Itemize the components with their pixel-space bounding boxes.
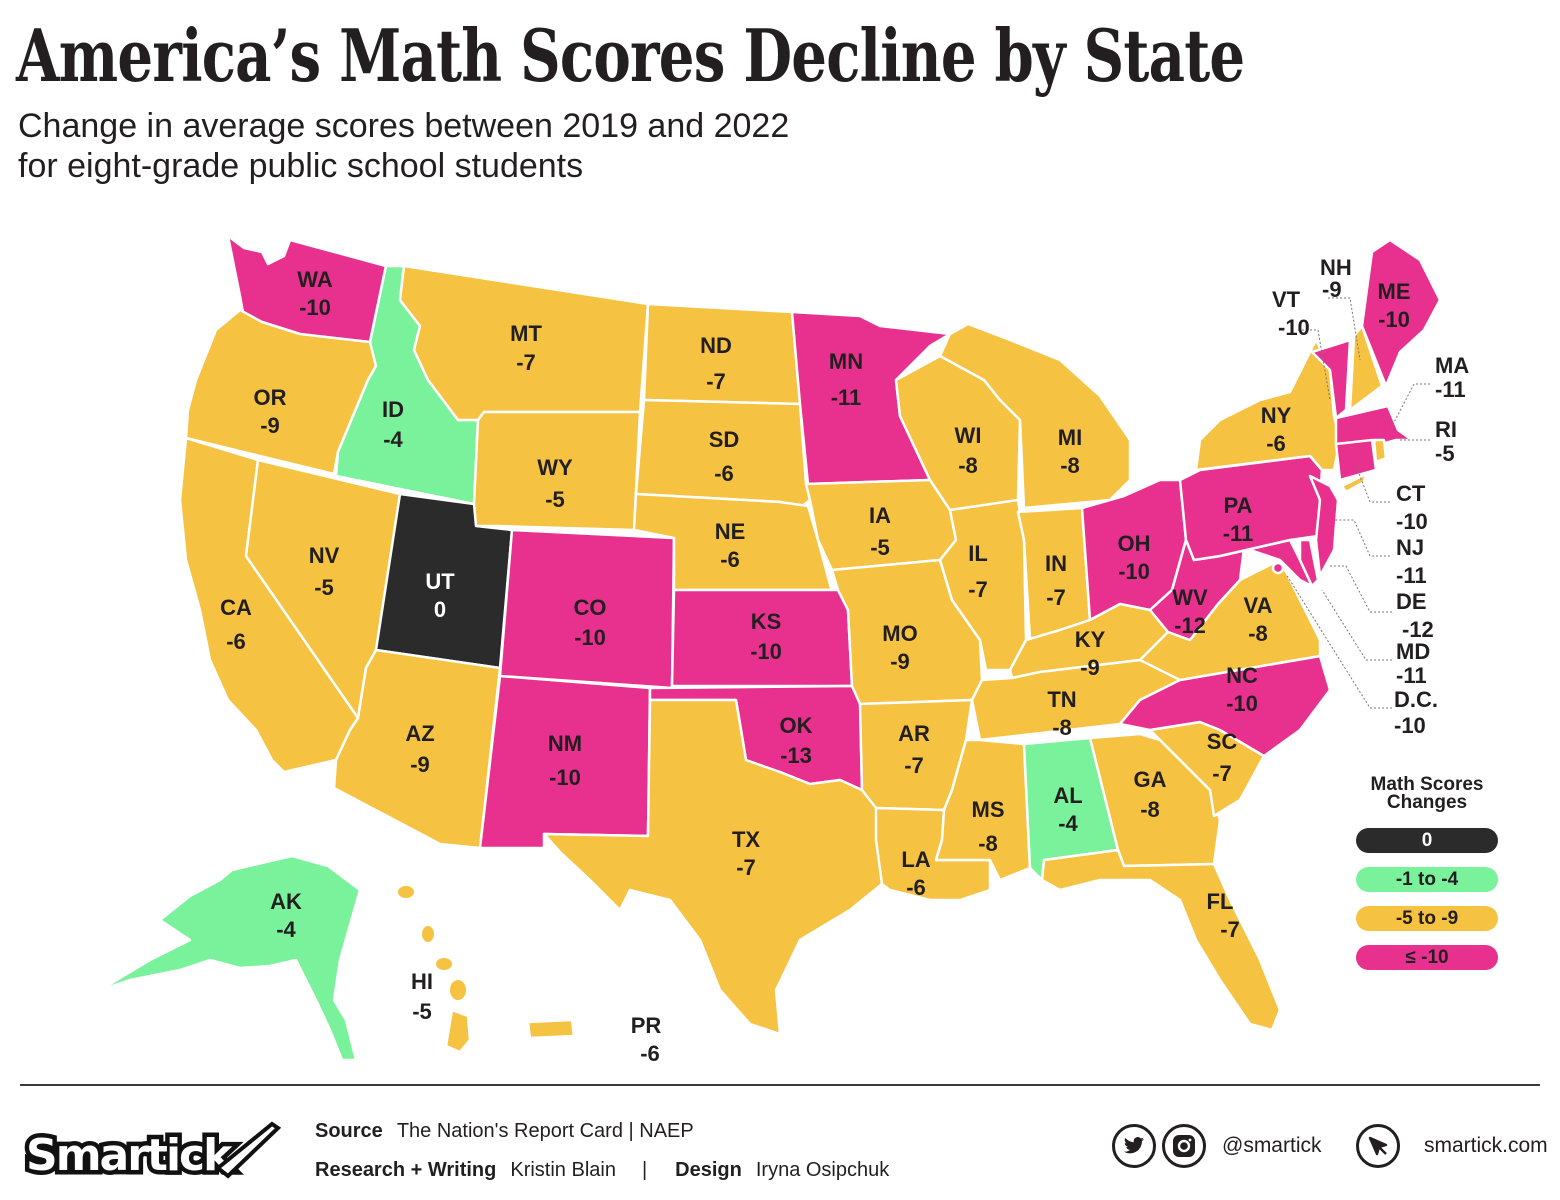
authors-row: Research + Writing Kristin Blain | Design…: [315, 1159, 890, 1181]
instagram-icon[interactable]: [1162, 1124, 1206, 1168]
state-NJ[interactable]: [1308, 474, 1340, 578]
label-KY: KY -9: [1074, 627, 1106, 680]
label-CT: CT -10: [1396, 481, 1428, 534]
label-IA: IA -5: [869, 503, 891, 560]
label-WI: WI -8: [954, 423, 982, 478]
label-MA: MA -11: [1435, 353, 1470, 402]
legend-item-10-plus: ≤ -10: [1356, 945, 1498, 970]
label-NV: NV -5: [308, 543, 340, 600]
label-HI: HI -5: [411, 969, 433, 1024]
long-island: [1340, 472, 1368, 494]
leader-lines: [1285, 297, 1430, 709]
label-ID: ID -4: [382, 397, 404, 452]
label-TN: TN -8: [1047, 687, 1077, 740]
state-DC[interactable]: [1271, 561, 1285, 575]
label-AL: AL -4: [1053, 783, 1083, 836]
label-DC: D.C. -10: [1394, 687, 1438, 738]
state-FL[interactable]: [1040, 848, 1282, 1032]
label-IL: IL -7: [968, 541, 988, 602]
label-NM: NM -10: [547, 731, 583, 790]
label-ME: ME -10: [1377, 279, 1411, 332]
footer-divider: [20, 1084, 1540, 1086]
label-AR: AR -7: [898, 721, 930, 778]
label-MN: MN -11: [828, 349, 864, 410]
label-WV: WV -12: [1172, 585, 1208, 638]
page-title: America’s Math Scores Decline by State: [16, 13, 1245, 98]
state-DE[interactable]: [1298, 538, 1320, 588]
social-links: @smartick: [1112, 1124, 1321, 1168]
state-NH[interactable]: [1348, 324, 1384, 412]
label-KS: KS -10: [750, 609, 782, 664]
state-ME[interactable]: [1360, 238, 1442, 388]
label-OR: OR -9: [253, 385, 287, 438]
legend: Math Scores Changes 0 -1 to -4 -5 to -9 …: [1356, 774, 1498, 984]
label-PA: PA -11: [1222, 493, 1254, 546]
label-FL: FL -7: [1206, 889, 1240, 942]
label-GA: GA -8: [1133, 767, 1167, 822]
state-PR[interactable]: [526, 1018, 576, 1040]
credits: Source The Nation's Report Card | NAEP Re…: [315, 1118, 889, 1196]
state-HI[interactable]: [398, 886, 472, 1054]
label-NC: NC -10: [1226, 663, 1258, 716]
label-NY: NY -6: [1260, 403, 1292, 456]
label-OK: OK -13: [779, 713, 813, 768]
legend-title: Math Scores Changes: [1370, 774, 1484, 813]
label-WY: WY -5: [537, 455, 573, 512]
label-MS: MS -8: [971, 797, 1005, 856]
label-LA: LA -6: [901, 847, 931, 900]
state-MI[interactable]: [938, 322, 1132, 510]
label-RI: RI -5: [1435, 417, 1457, 466]
state-AK[interactable]: [98, 854, 362, 1062]
svg-text:Smartick: Smartick: [26, 1130, 234, 1181]
label-MD: MD -11: [1396, 639, 1431, 688]
state-TX[interactable]: [542, 698, 884, 1036]
state-CT[interactable]: [1334, 438, 1378, 482]
state-MS[interactable]: [934, 738, 1032, 882]
label-CO: CO -10: [573, 595, 607, 650]
label-PR: PR -6: [630, 1013, 662, 1066]
label-NE: NE -6: [714, 519, 746, 572]
label-SC: SC -7: [1206, 729, 1238, 786]
label-MT: MT -7: [510, 321, 542, 375]
label-AZ: AZ -9: [405, 721, 435, 777]
page-subtitle: Change in average scores between 2019 an…: [18, 106, 789, 186]
state-RI[interactable]: [1372, 438, 1388, 464]
label-DE: DE -12: [1396, 589, 1434, 642]
label-VT: VT -10: [1272, 287, 1310, 340]
legend-item-5-to-9: -5 to -9: [1356, 906, 1498, 931]
source-row: Source The Nation's Report Card | NAEP: [315, 1120, 694, 1142]
label-NH: NH -9: [1320, 255, 1352, 302]
subtitle-line-2: for eight-grade public school students: [18, 147, 584, 185]
social-handle[interactable]: @smartick: [1222, 1134, 1322, 1157]
legend-item-1-to-4: -1 to -4: [1356, 867, 1498, 892]
state-NC[interactable]: [1118, 654, 1332, 758]
state-VT[interactable]: [1310, 338, 1352, 420]
label-ND: ND -7: [700, 333, 732, 394]
cursor-icon[interactable]: [1356, 1124, 1400, 1168]
label-VA: VA -8: [1243, 593, 1273, 646]
label-WA: WA -10: [297, 267, 333, 320]
state-MT[interactable]: [398, 264, 650, 422]
state-MA[interactable]: [1334, 404, 1414, 446]
label-MI: MI -8: [1057, 425, 1083, 478]
label-AK: AK -4: [270, 889, 302, 942]
label-CA: CA -6: [220, 595, 252, 654]
label-MO: MO -9: [882, 621, 918, 674]
website-url[interactable]: smartick.com: [1424, 1134, 1548, 1157]
twitter-icon[interactable]: [1112, 1124, 1156, 1168]
label-SD: SD -6: [708, 427, 740, 486]
smartick-logo[interactable]: Smartick: [22, 1118, 284, 1184]
label-NJ: NJ -11: [1396, 535, 1427, 588]
label-TX: TX -7: [731, 827, 761, 880]
label-OH: OH -10: [1117, 531, 1151, 584]
legend-item-zero: 0: [1356, 828, 1498, 853]
subtitle-line-1: Change in average scores between 2019 an…: [18, 107, 790, 145]
website-link: smartick.com: [1356, 1124, 1548, 1168]
label-IN: IN -7: [1045, 551, 1067, 610]
label-UT: UT 0: [425, 569, 455, 622]
